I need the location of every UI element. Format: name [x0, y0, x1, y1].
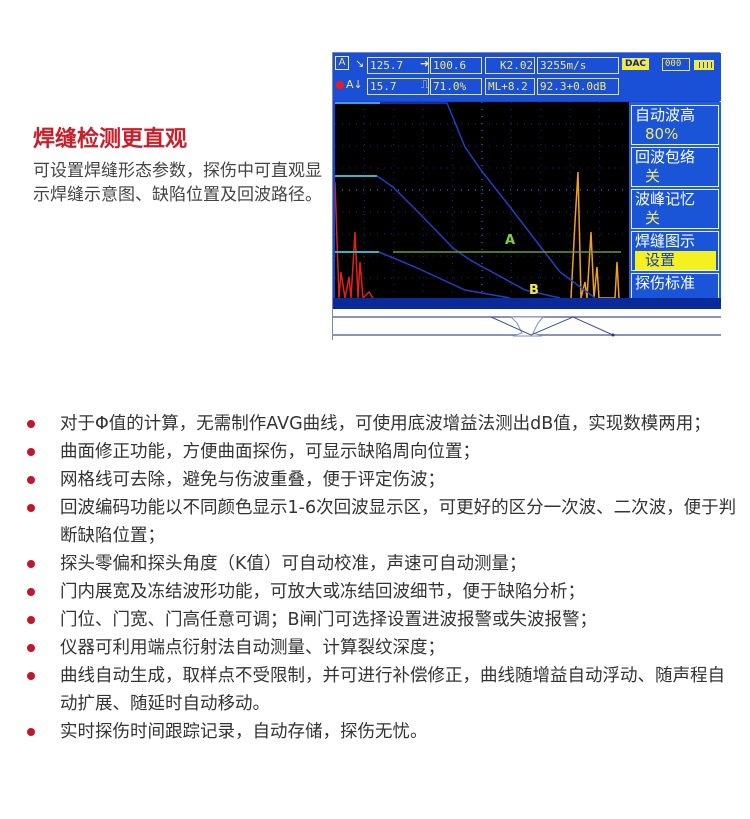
menu-item[interactable]: 回波包络关 — [631, 147, 719, 187]
status-strip — [333, 298, 721, 309]
dac-curve — [380, 102, 596, 299]
sound-path-value: 125.7 — [367, 57, 429, 74]
k-value: K2.02 — [485, 57, 535, 74]
menu-item-label: 探伤标准 — [635, 274, 696, 292]
ml-value: ML+8.2 — [485, 78, 535, 95]
feature-text: 对于Φ值的计算，无需制作AVG曲线，可使用底波增益法测出dB值，实现数模两用； — [60, 414, 711, 434]
menu-item[interactable]: 焊缝图示 设置 — [631, 231, 719, 271]
menu-item-label: 波峰记忆 — [635, 190, 696, 208]
menu-item-value: 关 — [645, 209, 661, 227]
feature-text: 曲线自动生成，取样点不受限制，并可进行补偿修正，曲线随增益自动浮动、随声程自动扩… — [60, 666, 725, 714]
feature-item: 回波编码功能以不同颜色显示1-6次回波显示区，可更好的区分一次波、二次波，便于判… — [0, 494, 740, 550]
waveform-plot: AB — [334, 102, 629, 300]
feature-text: 曲面修正功能，方便曲面探伤，可显示缺陷周向位置； — [60, 442, 480, 462]
menu-item-value: 80% — [645, 125, 679, 143]
bullet-icon — [27, 644, 35, 652]
feature-item: 网格线可去除，避免与伤波重叠，便于评定伤波； — [0, 466, 740, 494]
feature-item: 仪器可利用端点衍射法自动测量、计算裂纹深度； — [0, 634, 740, 662]
weld-bead-shape — [509, 316, 545, 337]
bullet-icon — [27, 476, 35, 484]
feature-item: 曲面修正功能，方便曲面探伤，可显示缺陷周向位置； — [0, 438, 740, 466]
section-description: 可设置焊缝形态参数，探伤中可直观显示焊缝示意图、缺陷位置及回波路径。 — [33, 161, 322, 205]
horizontal-value: 15.7 — [367, 78, 429, 95]
menu-item-label: 回波包络 — [635, 148, 696, 166]
noise-echo — [334, 181, 374, 300]
feature-text: 门内展宽及冻结波形功能，可放大或冻结回波细节，便于缺陷分析； — [60, 582, 585, 602]
probe-icon: A↓ — [346, 78, 363, 91]
feature-text: 仪器可利用端点衍射法自动测量、计算裂纹深度； — [60, 638, 445, 658]
bullet-icon — [27, 448, 35, 456]
feature-text: 实时探伤时间跟踪记录，自动存储，探伤无忧。 — [60, 722, 428, 742]
feature-item: 实时探伤时间跟踪记录，自动存储，探伤无忧。 — [0, 718, 740, 746]
feature-text: 网格线可去除，避免与伤波重叠，便于评定伤波； — [60, 470, 445, 490]
side-menu: 自动波高 80% 回波包络关波峰记忆关焊缝图示 设置 探伤标准 — [629, 102, 721, 313]
battery-icon — [694, 60, 714, 70]
menu-item-value: 关 — [645, 167, 661, 185]
bullet-icon — [27, 504, 35, 512]
velocity-value: 3255m/s — [537, 57, 619, 74]
menu-item[interactable]: 波峰记忆关 — [631, 189, 719, 229]
defect-echo — [570, 171, 620, 299]
gate-lock-icon: A — [335, 56, 349, 70]
weld-diagram — [333, 309, 721, 341]
counter: 000 — [662, 58, 690, 71]
bullet-icon — [27, 560, 35, 568]
feature-item: 门内展宽及冻结波形功能，可放大或冻结回波细节，便于缺陷分析； — [0, 578, 740, 606]
bullet-icon — [27, 672, 35, 680]
pulse-icon: ⎍ — [421, 78, 429, 91]
feature-text: 门位、门宽、门高任意可调；B闸门可选择设置进波报警或失波报警； — [60, 610, 598, 630]
menu-item-value: 设置 — [635, 251, 716, 270]
gate-a-label: A — [505, 233, 515, 248]
amplitude-value: 71.0% — [430, 78, 482, 95]
bullet-icon — [27, 728, 35, 736]
menu-item-label: 自动波高 — [635, 106, 696, 124]
flaw-detector-screenshot: A ↘ 125.7 ● A↓ 15.7 ➜ 100.6 ⎍ 71.0% K2.0… — [332, 52, 721, 341]
dac-badge: DAC — [622, 58, 650, 70]
feature-text: 回波编码功能以不同颜色显示1-6次回波显示区，可更好的区分一次波、二次波，便于判… — [60, 498, 737, 546]
feature-item: 对于Φ值的计算，无需制作AVG曲线，可使用底波增益法测出dB值，实现数模两用； — [0, 410, 740, 438]
sound-path-icon: ↘ — [355, 57, 365, 70]
feature-item: 门位、门宽、门高任意可调；B闸门可选择设置进波报警或失波报警； — [0, 606, 740, 634]
section-title: 焊缝检测更直观 — [33, 127, 188, 152]
bullet-icon — [27, 420, 35, 428]
gate-b-label: B — [529, 283, 539, 298]
depth-arrow-icon: ➜ — [420, 57, 430, 70]
feature-item: 曲线自动生成，取样点不受限制，并可进行补偿修正，曲线随增益自动浮动、随声程自动扩… — [0, 662, 740, 718]
alarm-icon: ● — [335, 78, 345, 91]
menu-item-label: 焊缝图示 — [635, 232, 696, 250]
bullet-icon — [27, 588, 35, 596]
bullet-icon — [27, 616, 35, 624]
depth-value: 100.6 — [430, 57, 482, 74]
dac-curve — [376, 175, 561, 299]
feature-item: 探头零偏和探头角度（K值）可自动校准，声速可自动测量； — [0, 550, 740, 578]
echo-path — [490, 316, 614, 336]
dac-curve — [378, 251, 511, 299]
k-value-text: K2.02 — [500, 59, 534, 72]
feature-text: 探头零偏和探头角度（K值）可自动校准，声速可自动测量； — [60, 554, 527, 574]
status-bar: A ↘ 125.7 ● A↓ 15.7 ➜ 100.6 ⎍ 71.0% K2.0… — [333, 53, 721, 101]
defect-marker — [611, 333, 615, 337]
gain-value: 92.3+0.0dB — [537, 78, 619, 95]
menu-item[interactable]: 自动波高 80% — [631, 105, 719, 145]
feature-list: 对于Φ值的计算，无需制作AVG曲线，可使用底波增益法测出dB值，实现数模两用； 曲… — [0, 410, 740, 746]
